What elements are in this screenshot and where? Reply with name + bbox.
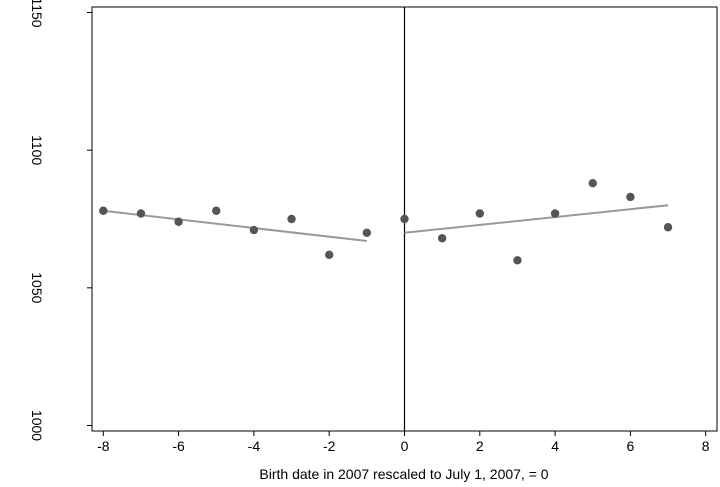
x-tick-label: -6 <box>172 438 185 454</box>
x-tick-label: 2 <box>476 438 484 454</box>
y-tick-label: 1000 <box>29 410 45 441</box>
x-tick-label: 4 <box>551 438 559 454</box>
data-point <box>99 206 108 215</box>
data-point <box>287 214 296 224</box>
data-point <box>249 225 259 235</box>
data-point <box>626 192 635 202</box>
fit-line <box>404 204 669 234</box>
x-tick-label: -4 <box>248 438 261 454</box>
x-axis-ticks: -8 -6 -4 -2 0 2 4 6 8 <box>97 431 710 454</box>
x-axis-title: Birth date in 2007 rescaled to July 1, 2… <box>259 466 548 482</box>
data-point <box>400 214 409 224</box>
data-point <box>588 179 597 188</box>
data-point <box>663 223 673 232</box>
data-points <box>99 179 673 265</box>
data-point <box>324 250 334 259</box>
fit-lines <box>103 204 669 243</box>
x-tick-label: 0 <box>401 438 409 454</box>
data-point <box>174 217 183 226</box>
data-point <box>550 209 560 218</box>
fit-line <box>103 209 367 243</box>
data-point <box>475 209 485 218</box>
data-point <box>212 206 221 215</box>
y-tick-label: 1150 <box>29 0 45 28</box>
data-point <box>513 256 522 265</box>
y-tick-label: 1100 <box>29 135 45 165</box>
x-tick-label: -8 <box>97 438 110 454</box>
y-tick-label: 1050 <box>29 272 45 303</box>
x-tick-label: 8 <box>702 438 710 454</box>
data-point <box>362 228 372 237</box>
y-axis-ticks: 1000 1050 1100 1150 <box>29 0 92 441</box>
data-point <box>437 234 447 243</box>
x-tick-label: -2 <box>323 438 336 454</box>
data-point <box>136 209 146 218</box>
x-tick-label: 6 <box>627 438 635 454</box>
